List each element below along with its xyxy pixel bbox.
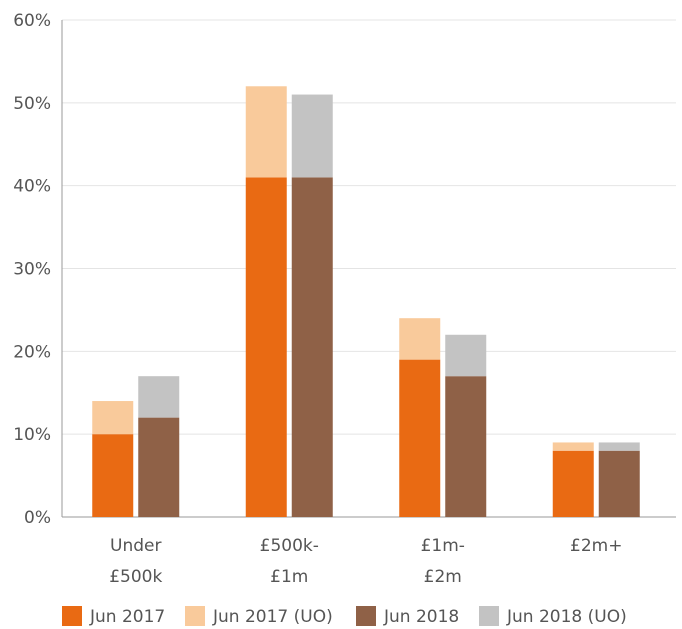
legend: Jun 2017 Jun 2017 (UO) Jun 2018 Jun 2018 (U… <box>62 606 627 627</box>
bar-jun-2018-uo <box>598 442 640 451</box>
y-tick-label: 10% <box>13 425 51 445</box>
bar-jun-2017-uo <box>245 86 287 178</box>
legend-swatch <box>479 606 499 626</box>
legend-item: Jun 2018 (UO) <box>479 606 627 627</box>
y-tick-label: 60% <box>13 11 51 31</box>
x-tick-label: £1m-£2m <box>421 536 465 587</box>
bar-jun-2017-uo <box>552 442 594 451</box>
x-tick-label: £500k-£1m <box>260 536 319 587</box>
legend-label: Jun 2018 (UO) <box>506 607 627 627</box>
bar-jun-2018-uo <box>138 376 180 418</box>
bar-jun-2018 <box>138 417 180 517</box>
legend-item: Jun 2017 (UO) <box>185 606 333 627</box>
legend-item: Jun 2017 <box>62 606 165 627</box>
y-tick-label: 30% <box>13 260 51 280</box>
bar-jun-2018-uo <box>445 334 487 377</box>
y-tick-label: 20% <box>13 342 51 362</box>
bar-jun-2017-uo <box>92 401 134 435</box>
legend-swatch <box>356 606 376 626</box>
bars <box>92 86 640 517</box>
bar-jun-2017 <box>245 177 287 517</box>
x-tick-label: £2m+ <box>570 536 622 556</box>
legend-item: Jun 2018 <box>356 606 459 627</box>
y-tick-label: 50% <box>13 94 51 114</box>
bar-jun-2018 <box>445 376 487 517</box>
y-axis: 0% 10% 20% 30% 40% 50% 60% <box>13 11 63 528</box>
y-tick-label: 0% <box>24 508 51 528</box>
bar-jun-2017-uo <box>399 318 441 360</box>
bar-jun-2018 <box>291 177 333 517</box>
bar-jun-2018-uo <box>291 94 333 178</box>
bar-jun-2017 <box>552 450 594 517</box>
legend-swatch <box>185 606 205 626</box>
bar-jun-2017 <box>92 434 134 517</box>
legend-label: Jun 2017 (UO) <box>212 607 333 627</box>
y-tick-label: 40% <box>13 177 51 197</box>
x-axis: Under £500k £500k-£1m £1m-£2m £2m+ <box>109 536 622 587</box>
bar-jun-2018 <box>598 450 640 517</box>
bar-jun-2017 <box>399 359 441 517</box>
legend-label: Jun 2018 <box>383 607 459 627</box>
legend-label: Jun 2017 <box>89 607 165 627</box>
legend-swatch <box>62 606 82 626</box>
x-tick-label: Under £500k <box>109 536 162 587</box>
